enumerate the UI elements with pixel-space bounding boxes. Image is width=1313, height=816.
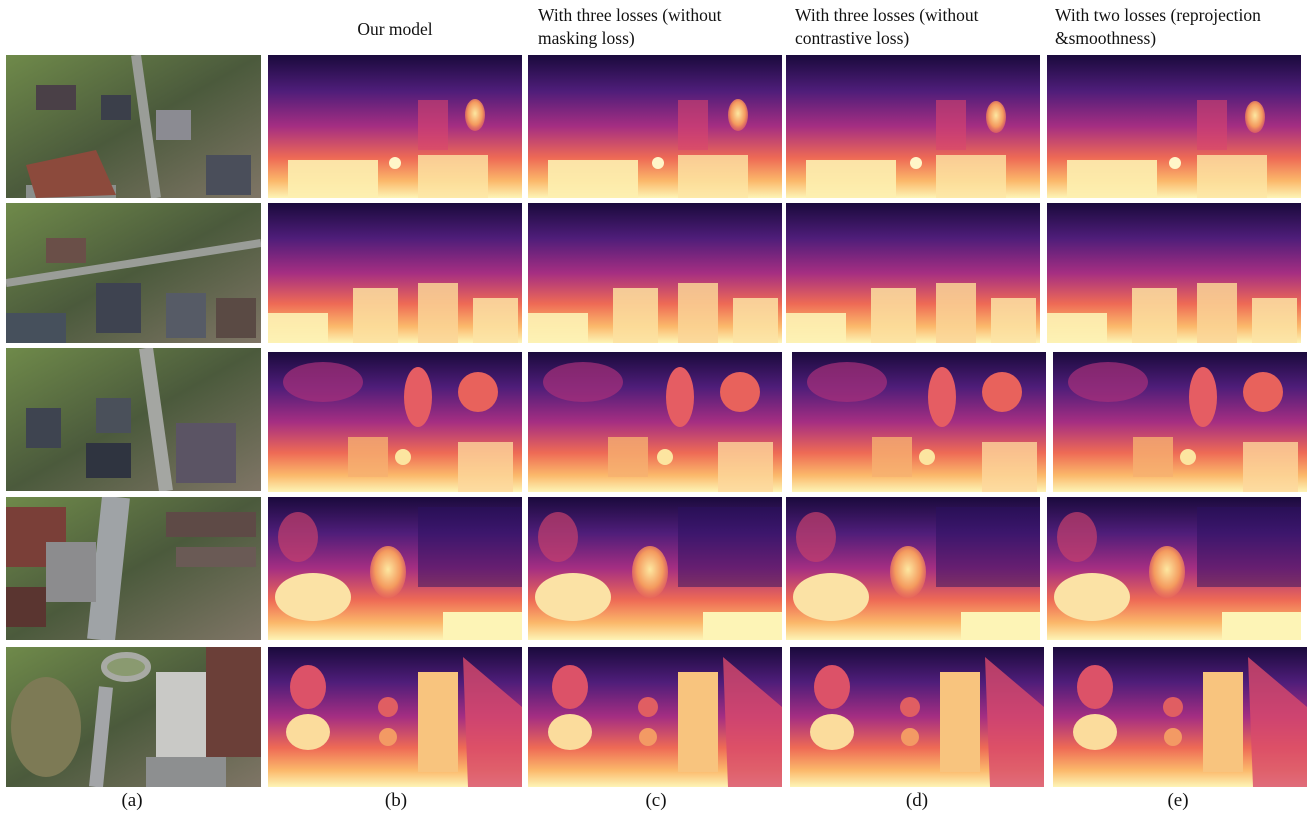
depth-map-row1-c [528, 55, 782, 198]
aerial-photo-row4 [6, 497, 261, 640]
depth-map-row3-e [1053, 352, 1307, 492]
aerial-photo-row5 [6, 647, 261, 787]
depth-map-row5-d [790, 647, 1044, 787]
header-our-model: Our model [357, 19, 433, 39]
depth-map-row3-b [268, 352, 522, 492]
header-e-line1: With two losses (reprojection [1055, 5, 1261, 25]
depth-map-row2-c [528, 203, 782, 343]
aerial-photo-row2 [6, 203, 261, 343]
header-c-line1: With three losses (without [538, 5, 722, 25]
header-without-contrastive-loss: With three losses (without contrastive l… [795, 4, 979, 50]
header-without-masking-loss: With three losses (without masking loss) [538, 4, 722, 50]
caption-b: (b) [384, 790, 408, 811]
aerial-photo-row3 [6, 348, 261, 491]
depth-map-row5-c [528, 647, 782, 787]
depth-map-row5-e [1053, 647, 1307, 787]
caption-a: (a) [121, 790, 143, 811]
depth-map-row2-e [1047, 203, 1301, 343]
header-d-line1: With three losses (without [795, 5, 979, 25]
depth-map-row4-e [1047, 497, 1301, 640]
depth-map-row2-b [268, 203, 522, 343]
aerial-photo-row1 [6, 55, 261, 198]
depth-map-row2-d [786, 203, 1040, 343]
depth-map-row3-d [792, 352, 1046, 492]
header-e-line2: &smoothness) [1055, 28, 1157, 48]
depth-map-row4-d [786, 497, 1040, 640]
depth-map-row3-c [528, 352, 782, 492]
header-c-line2: masking loss) [538, 28, 635, 48]
depth-map-row1-d [786, 55, 1040, 198]
depth-map-row4-c [528, 497, 782, 640]
caption-e: (e) [1167, 790, 1189, 811]
header-d-line2: contrastive loss) [795, 28, 910, 48]
depth-map-row4-b [268, 497, 522, 640]
caption-c: (c) [645, 790, 667, 811]
depth-map-row1-b [268, 55, 522, 198]
header-two-losses: With two losses (reprojection &smoothnes… [1055, 4, 1261, 50]
depth-map-row5-b [268, 647, 522, 787]
depth-map-row1-e [1047, 55, 1301, 198]
caption-d: (d) [905, 790, 929, 811]
